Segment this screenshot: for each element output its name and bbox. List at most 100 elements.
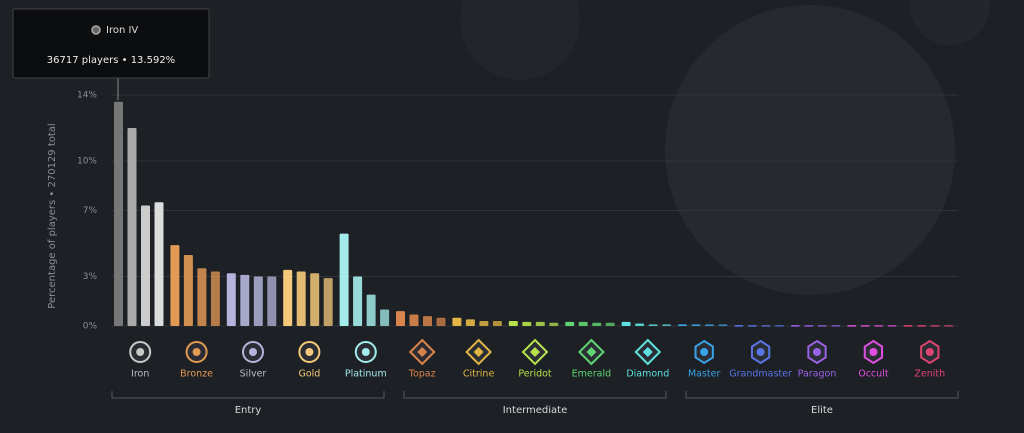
bar bbox=[465, 319, 475, 326]
bar bbox=[226, 273, 236, 326]
y-tick-label: 10% bbox=[77, 157, 97, 167]
x-tick-label: Master bbox=[688, 369, 721, 380]
tier-icon-core bbox=[136, 348, 145, 356]
bar bbox=[423, 316, 432, 326]
bar bbox=[197, 268, 207, 326]
bar bbox=[774, 325, 784, 327]
bar bbox=[605, 322, 615, 326]
bar bbox=[323, 278, 333, 326]
bar bbox=[678, 324, 687, 326]
y-tick-label: 14% bbox=[77, 91, 97, 101]
bar bbox=[747, 325, 757, 327]
bar bbox=[549, 322, 559, 326]
bar bbox=[339, 233, 349, 326]
x-tick-label: Emerald bbox=[572, 369, 612, 380]
group-label: Elite bbox=[811, 405, 833, 416]
tooltip: Iron IV 36717 players • 13.592% bbox=[12, 8, 210, 100]
tier-icon-core bbox=[813, 348, 821, 356]
tier-icon-core bbox=[586, 347, 597, 357]
bar bbox=[283, 269, 293, 326]
bar bbox=[592, 322, 602, 326]
tooltip-title: Iron IV bbox=[106, 25, 138, 36]
group-label: Intermediate bbox=[503, 405, 568, 416]
tier-icon-core bbox=[642, 347, 653, 357]
tooltip-box bbox=[12, 8, 210, 79]
tier-icon-core bbox=[361, 348, 370, 356]
tier-icon-core bbox=[756, 348, 765, 356]
x-tick-label: Paragon bbox=[798, 369, 837, 380]
tier-icon-core bbox=[305, 348, 314, 356]
bg-circle bbox=[910, 0, 990, 45]
bar bbox=[648, 324, 658, 326]
bar bbox=[621, 321, 631, 326]
bar bbox=[296, 271, 306, 326]
bar bbox=[565, 321, 575, 326]
bar bbox=[267, 276, 277, 326]
x-tick-label: Silver bbox=[240, 369, 267, 380]
bg-circle bbox=[460, 0, 580, 80]
tier-icon-core bbox=[192, 348, 201, 356]
group-bracket bbox=[111, 391, 385, 399]
bar bbox=[691, 324, 701, 326]
bar bbox=[154, 202, 164, 326]
bar bbox=[522, 321, 532, 326]
y-axis-label: Percentage of players • 270129 total bbox=[47, 123, 58, 308]
bar bbox=[903, 325, 913, 327]
bar bbox=[452, 317, 462, 326]
bar bbox=[114, 101, 123, 327]
x-tick-label: Zenith bbox=[914, 369, 945, 380]
bar bbox=[635, 323, 645, 326]
x-tick-label: Peridot bbox=[518, 369, 552, 380]
bar bbox=[141, 205, 150, 326]
bar bbox=[492, 321, 502, 326]
bar bbox=[944, 325, 954, 327]
bar bbox=[409, 314, 419, 326]
x-tick-label: Gold bbox=[298, 369, 320, 380]
x-tick-label: Citrine bbox=[463, 369, 495, 380]
group-label: Entry bbox=[235, 405, 262, 416]
bar bbox=[240, 274, 250, 326]
group-bracket bbox=[403, 391, 667, 399]
tier-icon-core bbox=[925, 348, 934, 356]
tooltip-icon bbox=[91, 25, 101, 35]
y-tick-label: 0% bbox=[83, 322, 98, 332]
bar bbox=[887, 325, 897, 327]
bar bbox=[396, 311, 405, 326]
bar bbox=[761, 325, 771, 327]
bar bbox=[804, 325, 814, 327]
bar bbox=[380, 309, 390, 326]
x-tick-label: Iron bbox=[131, 369, 149, 380]
y-tick-label: 7% bbox=[83, 206, 98, 216]
bar bbox=[847, 325, 857, 327]
bar bbox=[734, 325, 744, 327]
tier-icon-core bbox=[417, 347, 428, 357]
bar bbox=[436, 317, 446, 326]
bar bbox=[874, 325, 884, 327]
bar bbox=[578, 321, 588, 326]
bar bbox=[170, 245, 180, 326]
y-tick-label: 3% bbox=[83, 272, 98, 282]
bar bbox=[366, 294, 376, 326]
bar bbox=[353, 276, 363, 326]
bar bbox=[817, 325, 827, 327]
bar bbox=[860, 325, 870, 327]
bg-circle bbox=[665, 5, 955, 295]
bar bbox=[831, 325, 841, 327]
bar bbox=[718, 324, 728, 326]
tooltip-text: 36717 players • 13.592% bbox=[47, 55, 175, 66]
bar bbox=[790, 325, 800, 327]
tier-icon-core bbox=[473, 347, 484, 357]
x-tick-label: Bronze bbox=[180, 369, 213, 380]
x-tick-label: Grandmaster bbox=[729, 369, 792, 380]
bar bbox=[662, 324, 672, 326]
tier-icon-core bbox=[249, 348, 257, 356]
bar bbox=[127, 128, 137, 326]
bar bbox=[183, 255, 193, 326]
tier-icon-core bbox=[869, 348, 878, 356]
bar bbox=[310, 273, 320, 326]
bar bbox=[508, 321, 518, 326]
bar bbox=[479, 321, 489, 326]
x-tick-label: Topaz bbox=[408, 369, 436, 380]
bar bbox=[535, 321, 545, 326]
